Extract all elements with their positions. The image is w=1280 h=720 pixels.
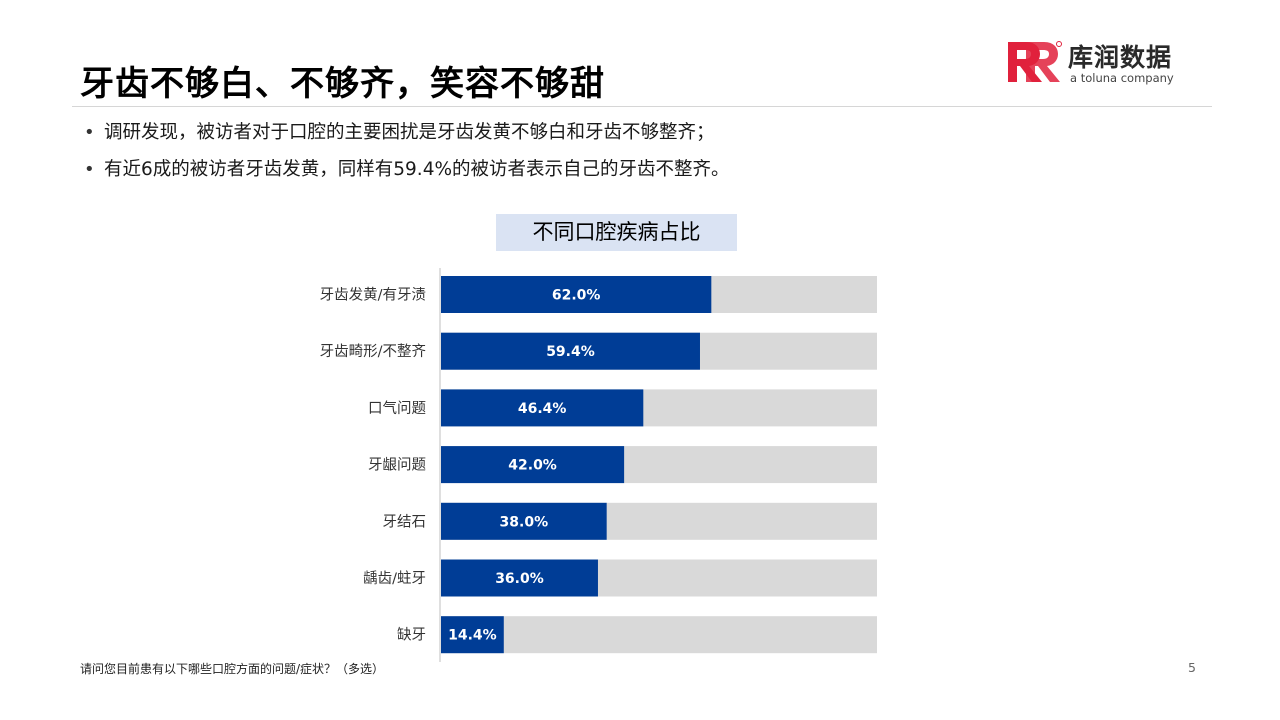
page-title: 牙齿不够白、不够齐，笑容不够甜 — [80, 64, 605, 104]
logo-name: 库润数据 — [1068, 43, 1173, 72]
bar-value-label: 42.0% — [508, 458, 557, 474]
bullet-marker: • — [84, 122, 95, 143]
bar — [441, 332, 700, 370]
logo-mark-icon — [1008, 41, 1062, 82]
bar-value-label: 46.4% — [518, 401, 567, 417]
company-logo: 库润数据 a toluna company — [1004, 38, 1194, 88]
bar — [441, 389, 644, 427]
category-label: 牙结石 — [383, 513, 427, 530]
bar-value-label: 59.4% — [546, 344, 595, 360]
category-label: 口气问题 — [368, 400, 426, 417]
bullet-item: • 调研发现，被访者对于口腔的主要困扰是牙齿发黄不够白和牙齿不够整齐； — [82, 120, 730, 157]
bullet-text: 调研发现，被访者对于口腔的主要困扰是牙齿发黄不够白和牙齿不够整齐； — [104, 122, 715, 143]
bar-value-label: 62.0% — [552, 288, 601, 304]
bar — [441, 616, 504, 654]
category-label: 缺牙 — [397, 627, 426, 644]
category-label: 牙齿发黄/有牙渍 — [320, 287, 426, 304]
category-label: 牙龈问题 — [368, 457, 426, 474]
category-label: 牙齿畸形/不整齐 — [320, 343, 426, 360]
bar-value-label: 38.0% — [500, 514, 549, 530]
bullet-item: • 有近6成的被访者牙齿发黄，同样有59.4%的被访者表示自己的牙齿不整齐。 — [82, 157, 730, 194]
chart-title: 不同口腔疾病占比 — [496, 214, 737, 251]
bar-track — [441, 616, 877, 654]
bullet-text: 有近6成的被访者牙齿发黄，同样有59.4%的被访者表示自己的牙齿不整齐。 — [104, 159, 730, 180]
bullet-marker: • — [84, 159, 95, 180]
category-label: 龋齿/蛀牙 — [363, 570, 426, 587]
bar — [441, 446, 625, 484]
bar — [441, 276, 712, 313]
bar — [441, 559, 598, 597]
logo-tagline: a toluna company — [1070, 71, 1174, 85]
bar-value-label: 36.0% — [495, 571, 544, 587]
page-number: 5 — [1188, 660, 1196, 675]
bar-value-label: 14.4% — [448, 628, 497, 644]
bullet-list: • 调研发现，被访者对于口腔的主要困扰是牙齿发黄不够白和牙齿不够整齐； • 有近… — [82, 120, 730, 194]
footnote: 请问您目前患有以下哪些口腔方面的问题/症状？（多选） — [80, 662, 385, 676]
bar — [441, 502, 607, 540]
title-divider — [72, 106, 1212, 107]
